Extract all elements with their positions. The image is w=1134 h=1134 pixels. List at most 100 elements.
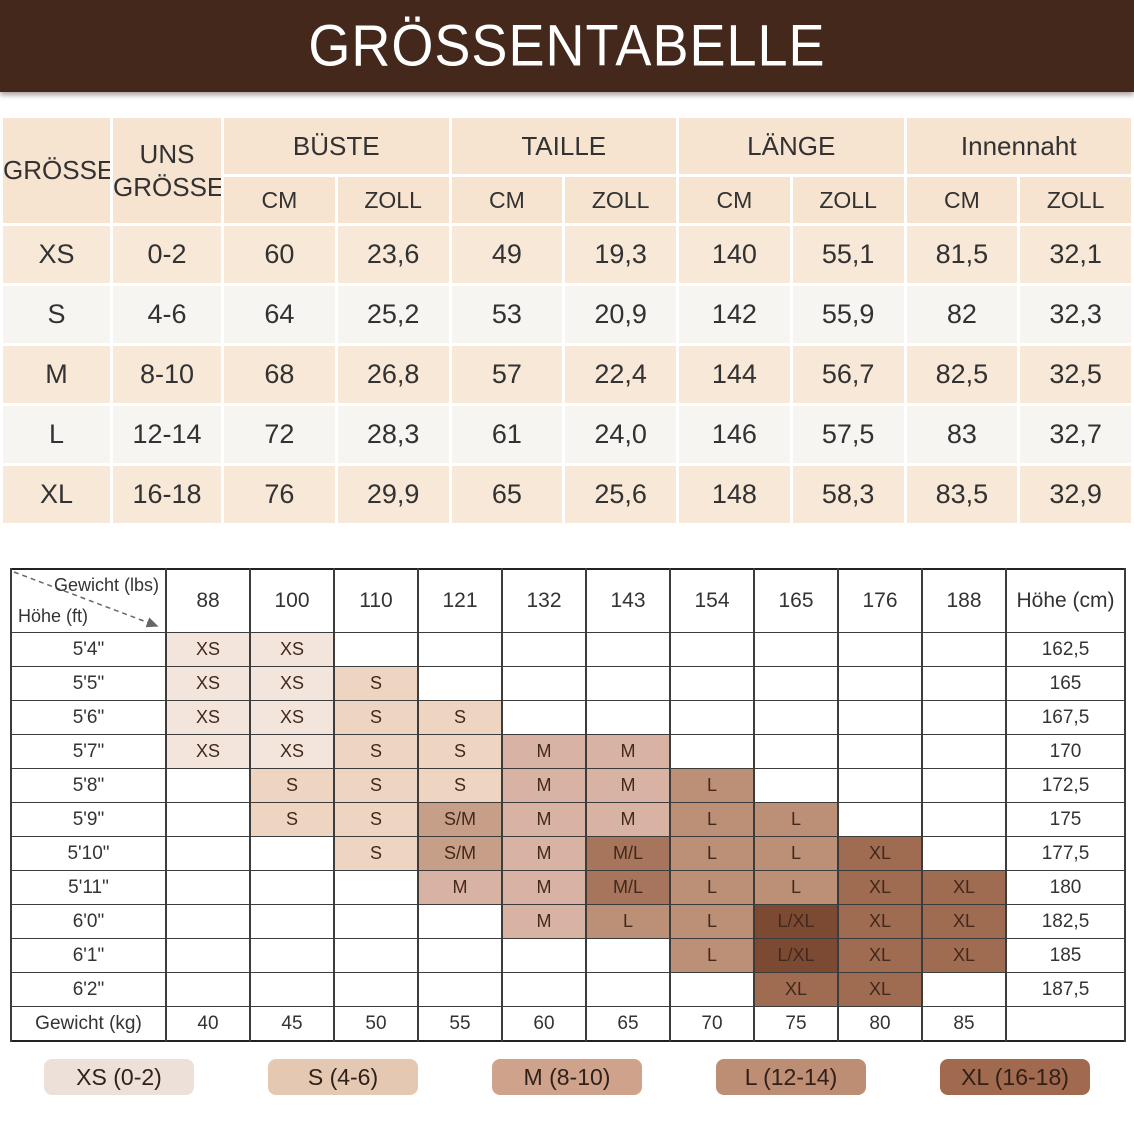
size-cell: L bbox=[753, 836, 839, 871]
empty-cell bbox=[249, 870, 335, 905]
size-table: GRÖSSE UNS GRÖSSE BÜSTE TAILLE LÄNGE Inn… bbox=[0, 115, 1134, 526]
empty-cell bbox=[417, 904, 503, 939]
weight-kg-value: 75 bbox=[753, 1006, 839, 1042]
measure-value: 142 bbox=[679, 286, 790, 343]
empty-cell bbox=[921, 768, 1007, 803]
weight-lbs-header: 143 bbox=[585, 568, 671, 633]
size-cell: XL bbox=[921, 870, 1007, 905]
size-cell: XS bbox=[165, 700, 251, 735]
measure-value: 28,3 bbox=[337, 406, 449, 463]
height-ft-label: 5'9" bbox=[10, 802, 167, 837]
measure-value: 68 bbox=[224, 346, 335, 403]
empty-cell bbox=[837, 700, 923, 735]
weight-kg-label: Gewicht (kg) bbox=[10, 1006, 167, 1042]
size-cell: M bbox=[501, 870, 587, 905]
height-cm-value: 165 bbox=[1005, 666, 1126, 701]
size-cell: XS bbox=[249, 734, 335, 769]
height-cm-header: Höhe (cm) bbox=[1005, 568, 1126, 633]
size-cell: S bbox=[333, 768, 419, 803]
measure-value: 55,1 bbox=[792, 226, 904, 283]
size-table-group-header-row: GRÖSSE UNS GRÖSSE BÜSTE TAILLE LÄNGE Inn… bbox=[3, 118, 1131, 223]
size-cell: XL bbox=[837, 972, 923, 1007]
measure-value: 23,6 bbox=[337, 226, 449, 283]
empty-cell bbox=[165, 768, 251, 803]
size-cell: XS bbox=[249, 666, 335, 701]
empty-cell bbox=[753, 700, 839, 735]
empty-cell bbox=[921, 802, 1007, 837]
measure-value: 146 bbox=[679, 406, 790, 463]
weight-lbs-header: 121 bbox=[417, 568, 503, 633]
size-table-row-m: M 8-10 68 26,8 57 22,4 144 56,7 82,5 32,5 bbox=[3, 346, 1131, 403]
size-label: S bbox=[3, 286, 110, 343]
measure-value: 32,1 bbox=[1020, 226, 1131, 283]
us-size-value: 12-14 bbox=[113, 406, 221, 463]
measure-value: 81,5 bbox=[906, 226, 1018, 283]
weight-kg-value: 55 bbox=[417, 1006, 503, 1042]
empty-cell bbox=[165, 904, 251, 939]
size-cell: S bbox=[417, 768, 503, 803]
diagonal-divider-icon bbox=[13, 571, 159, 628]
matrix-row: 5'6" XS XS S S 167,5 bbox=[10, 700, 1126, 735]
measure-value: 19,3 bbox=[565, 226, 676, 283]
size-cell: M/L bbox=[585, 870, 671, 905]
measure-value: 144 bbox=[679, 346, 790, 403]
legend-chip-m: M (8-10) bbox=[492, 1059, 642, 1095]
matrix-row: 5'11" M M M/L L L XL XL 180 bbox=[10, 870, 1126, 905]
unit-header-4: CM bbox=[679, 177, 790, 223]
legend-chip-l: L (12-14) bbox=[716, 1059, 866, 1095]
size-label: L bbox=[3, 406, 110, 463]
height-ft-label: 5'10" bbox=[10, 836, 167, 871]
empty-cell bbox=[333, 870, 419, 905]
measure-value: 24,0 bbox=[565, 406, 676, 463]
size-cell: S/M bbox=[417, 802, 503, 837]
size-cell: L/XL bbox=[753, 938, 839, 973]
legend-chip-s: S (4-6) bbox=[268, 1059, 418, 1095]
us-size-value: 4-6 bbox=[113, 286, 221, 343]
size-cell: M bbox=[501, 734, 587, 769]
size-cell: XS bbox=[165, 632, 251, 667]
bust-group-header: BÜSTE bbox=[224, 118, 449, 174]
corner-label-height-ft: Höhe (ft) bbox=[18, 606, 89, 626]
empty-cell bbox=[585, 938, 671, 973]
measure-value: 29,9 bbox=[337, 466, 449, 523]
empty-cell bbox=[921, 836, 1007, 871]
height-cm-value: 172,5 bbox=[1005, 768, 1126, 803]
matrix-row: 6'1" L L/XL XL XL 185 bbox=[10, 938, 1126, 973]
weight-kg-value: 85 bbox=[921, 1006, 1007, 1042]
length-group-header: LÄNGE bbox=[679, 118, 904, 174]
weight-lbs-header: 165 bbox=[753, 568, 839, 633]
empty-cell bbox=[753, 632, 839, 667]
corner-label-weight-lbs: Gewicht (lbs) bbox=[53, 575, 159, 595]
size-label: XL bbox=[3, 466, 110, 523]
measure-value: 58,3 bbox=[792, 466, 904, 523]
measure-value: 60 bbox=[224, 226, 335, 283]
weight-lbs-header: 154 bbox=[669, 568, 755, 633]
height-ft-label: 5'4" bbox=[10, 632, 167, 667]
size-table-row-l: L 12-14 72 28,3 61 24,0 146 57,5 83 32,7 bbox=[3, 406, 1131, 463]
height-ft-label: 6'0" bbox=[10, 904, 167, 939]
size-cell: L bbox=[669, 904, 755, 939]
inseam-group-header: Innennaht bbox=[906, 118, 1131, 174]
empty-cell bbox=[585, 700, 671, 735]
unit-header-3: ZOLL bbox=[565, 177, 676, 223]
empty-cell bbox=[165, 870, 251, 905]
us-size-value: 16-18 bbox=[113, 466, 221, 523]
measure-value: 49 bbox=[451, 226, 563, 283]
measure-value: 32,3 bbox=[1020, 286, 1131, 343]
matrix-row: 6'2" XL XL 187,5 bbox=[10, 972, 1126, 1007]
weight-kg-value: 60 bbox=[501, 1006, 587, 1042]
empty-cell bbox=[753, 734, 839, 769]
size-cell: L bbox=[669, 836, 755, 871]
empty-cell bbox=[417, 632, 503, 667]
size-table-row-s: S 4-6 64 25,2 53 20,9 142 55,9 82 32,3 bbox=[3, 286, 1131, 343]
size-cell: M bbox=[501, 802, 587, 837]
empty-cell bbox=[837, 734, 923, 769]
size-cell: L bbox=[669, 870, 755, 905]
size-cell: M bbox=[501, 836, 587, 871]
size-cell: S bbox=[249, 768, 335, 803]
measure-value: 61 bbox=[451, 406, 563, 463]
measure-value: 32,5 bbox=[1020, 346, 1131, 403]
size-cell: XS bbox=[249, 700, 335, 735]
height-cm-value: 185 bbox=[1005, 938, 1126, 973]
size-cell: S bbox=[333, 734, 419, 769]
